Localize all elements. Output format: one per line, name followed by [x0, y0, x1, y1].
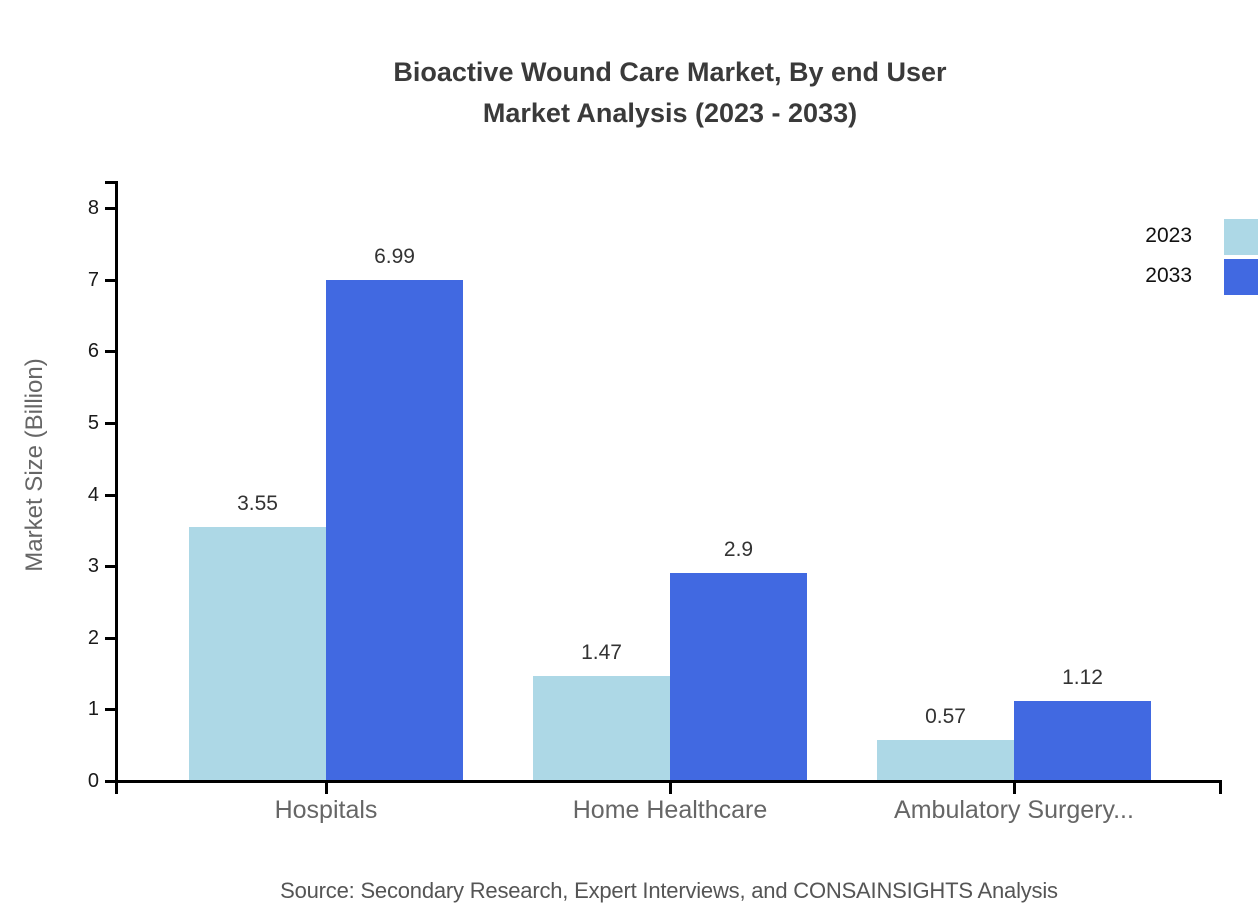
legend-swatch-2023 [1224, 219, 1258, 255]
value-label-2023: 0.57 [925, 705, 966, 729]
x-axis-category-label: Ambulatory Surgery... [894, 796, 1134, 824]
y-tick-label: 5 [87, 411, 99, 434]
y-axis-end-tick [105, 181, 118, 184]
x-tick [325, 781, 328, 794]
y-tick [105, 350, 118, 354]
y-tick [105, 565, 118, 569]
legend-swatch-2033 [1224, 259, 1258, 295]
bar-2023-home-healthcare [533, 675, 670, 781]
y-tick-label: 3 [87, 555, 99, 578]
value-label-2023: 1.47 [581, 640, 622, 664]
y-tick [105, 278, 118, 282]
bar-2033-home-healthcare [670, 573, 807, 781]
y-tick [105, 207, 118, 210]
legend-label-2023: 2023 [1145, 224, 1192, 247]
y-tick [105, 708, 118, 712]
y-tick-label: 8 [87, 197, 99, 219]
value-label-2033: 1.12 [1062, 665, 1103, 689]
y-axis-title: Market Size (Billion) [21, 358, 48, 572]
x-tick [1013, 781, 1016, 794]
value-label-2033: 2.9 [723, 538, 754, 562]
x-axis-category-label: Home Healthcare [572, 796, 768, 824]
chart-title-line1: Bioactive Wound Care Market, By end User [393, 57, 947, 87]
x-axis-category-label: Hospitals [274, 796, 378, 824]
legend-label-2033: 2033 [1145, 264, 1192, 287]
y-tick-label: 1 [87, 698, 99, 721]
y-tick-label: 4 [87, 483, 99, 506]
x-tick [669, 781, 672, 794]
source-note: Source: Secondary Research, Expert Inter… [280, 878, 1058, 903]
chart-title-line2: Market Analysis (2023 - 2033) [482, 98, 858, 128]
y-tick-label: 6 [87, 340, 99, 363]
bar-2023-hospitals [189, 526, 326, 781]
y-tick [105, 493, 118, 497]
chart-title: Bioactive Wound Care Market, By end User… [40, 52, 1260, 134]
value-label-2033: 6.99 [374, 245, 415, 269]
x-axis-end-tick [1219, 781, 1222, 794]
y-tick-label: 2 [87, 626, 99, 649]
y-tick [105, 421, 118, 425]
bar-2023-ambulatory-surgery- [877, 740, 1014, 781]
x-axis-line [105, 780, 1222, 783]
y-tick [105, 636, 118, 640]
bar-2033-ambulatory-surgery- [1014, 700, 1151, 781]
y-axis-line [115, 182, 118, 794]
value-label-2023: 3.55 [237, 491, 278, 515]
y-tick-label: 0 [87, 770, 99, 792]
y-tick-label: 7 [87, 268, 99, 291]
bar-2033-hospitals [326, 280, 463, 781]
